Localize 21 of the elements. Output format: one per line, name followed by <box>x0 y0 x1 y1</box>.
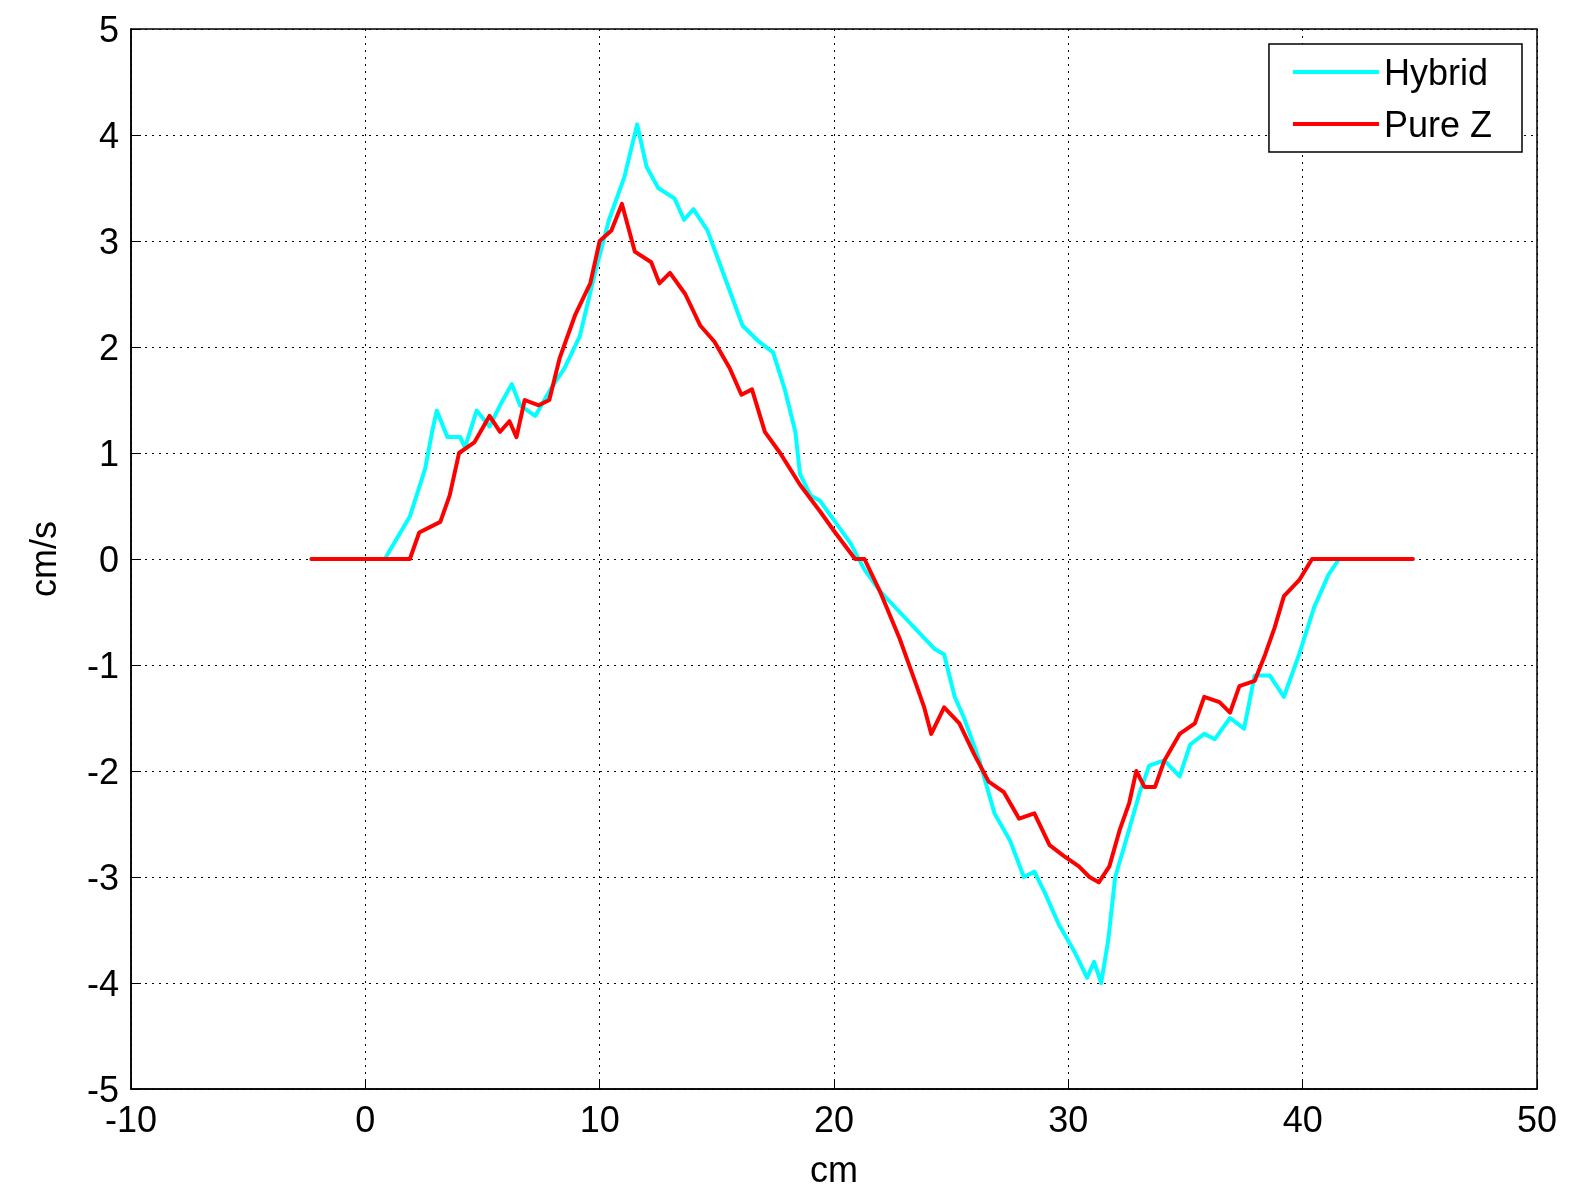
y-tick-label: 1 <box>98 432 119 474</box>
y-tick-label: -3 <box>86 856 119 898</box>
y-tick-label: 3 <box>98 220 119 262</box>
y-tick-label: 0 <box>98 538 119 580</box>
y-axis-title: cm/s <box>22 521 64 597</box>
legend-label: Hybrid <box>1383 51 1488 93</box>
x-tick-label: 10 <box>579 1098 620 1140</box>
x-axis-title: cm <box>810 1148 858 1190</box>
y-tick-label: 5 <box>98 8 119 50</box>
line-series <box>309 201 1415 885</box>
x-tick-label: 20 <box>813 1098 855 1140</box>
y-tick-label: 4 <box>98 114 119 156</box>
x-tick-label: 30 <box>1048 1098 1089 1140</box>
y-tick-label: 2 <box>98 326 119 368</box>
y-tick-label: -4 <box>86 962 119 1004</box>
x-tick-label: 0 <box>355 1098 376 1140</box>
y-tick-label: -2 <box>86 750 119 792</box>
x-tick-label: 40 <box>1282 1098 1323 1140</box>
legend-label: Pure Z <box>1383 103 1493 145</box>
y-tick-label: -1 <box>86 644 119 686</box>
x-tick-label: 50 <box>1516 1098 1558 1140</box>
